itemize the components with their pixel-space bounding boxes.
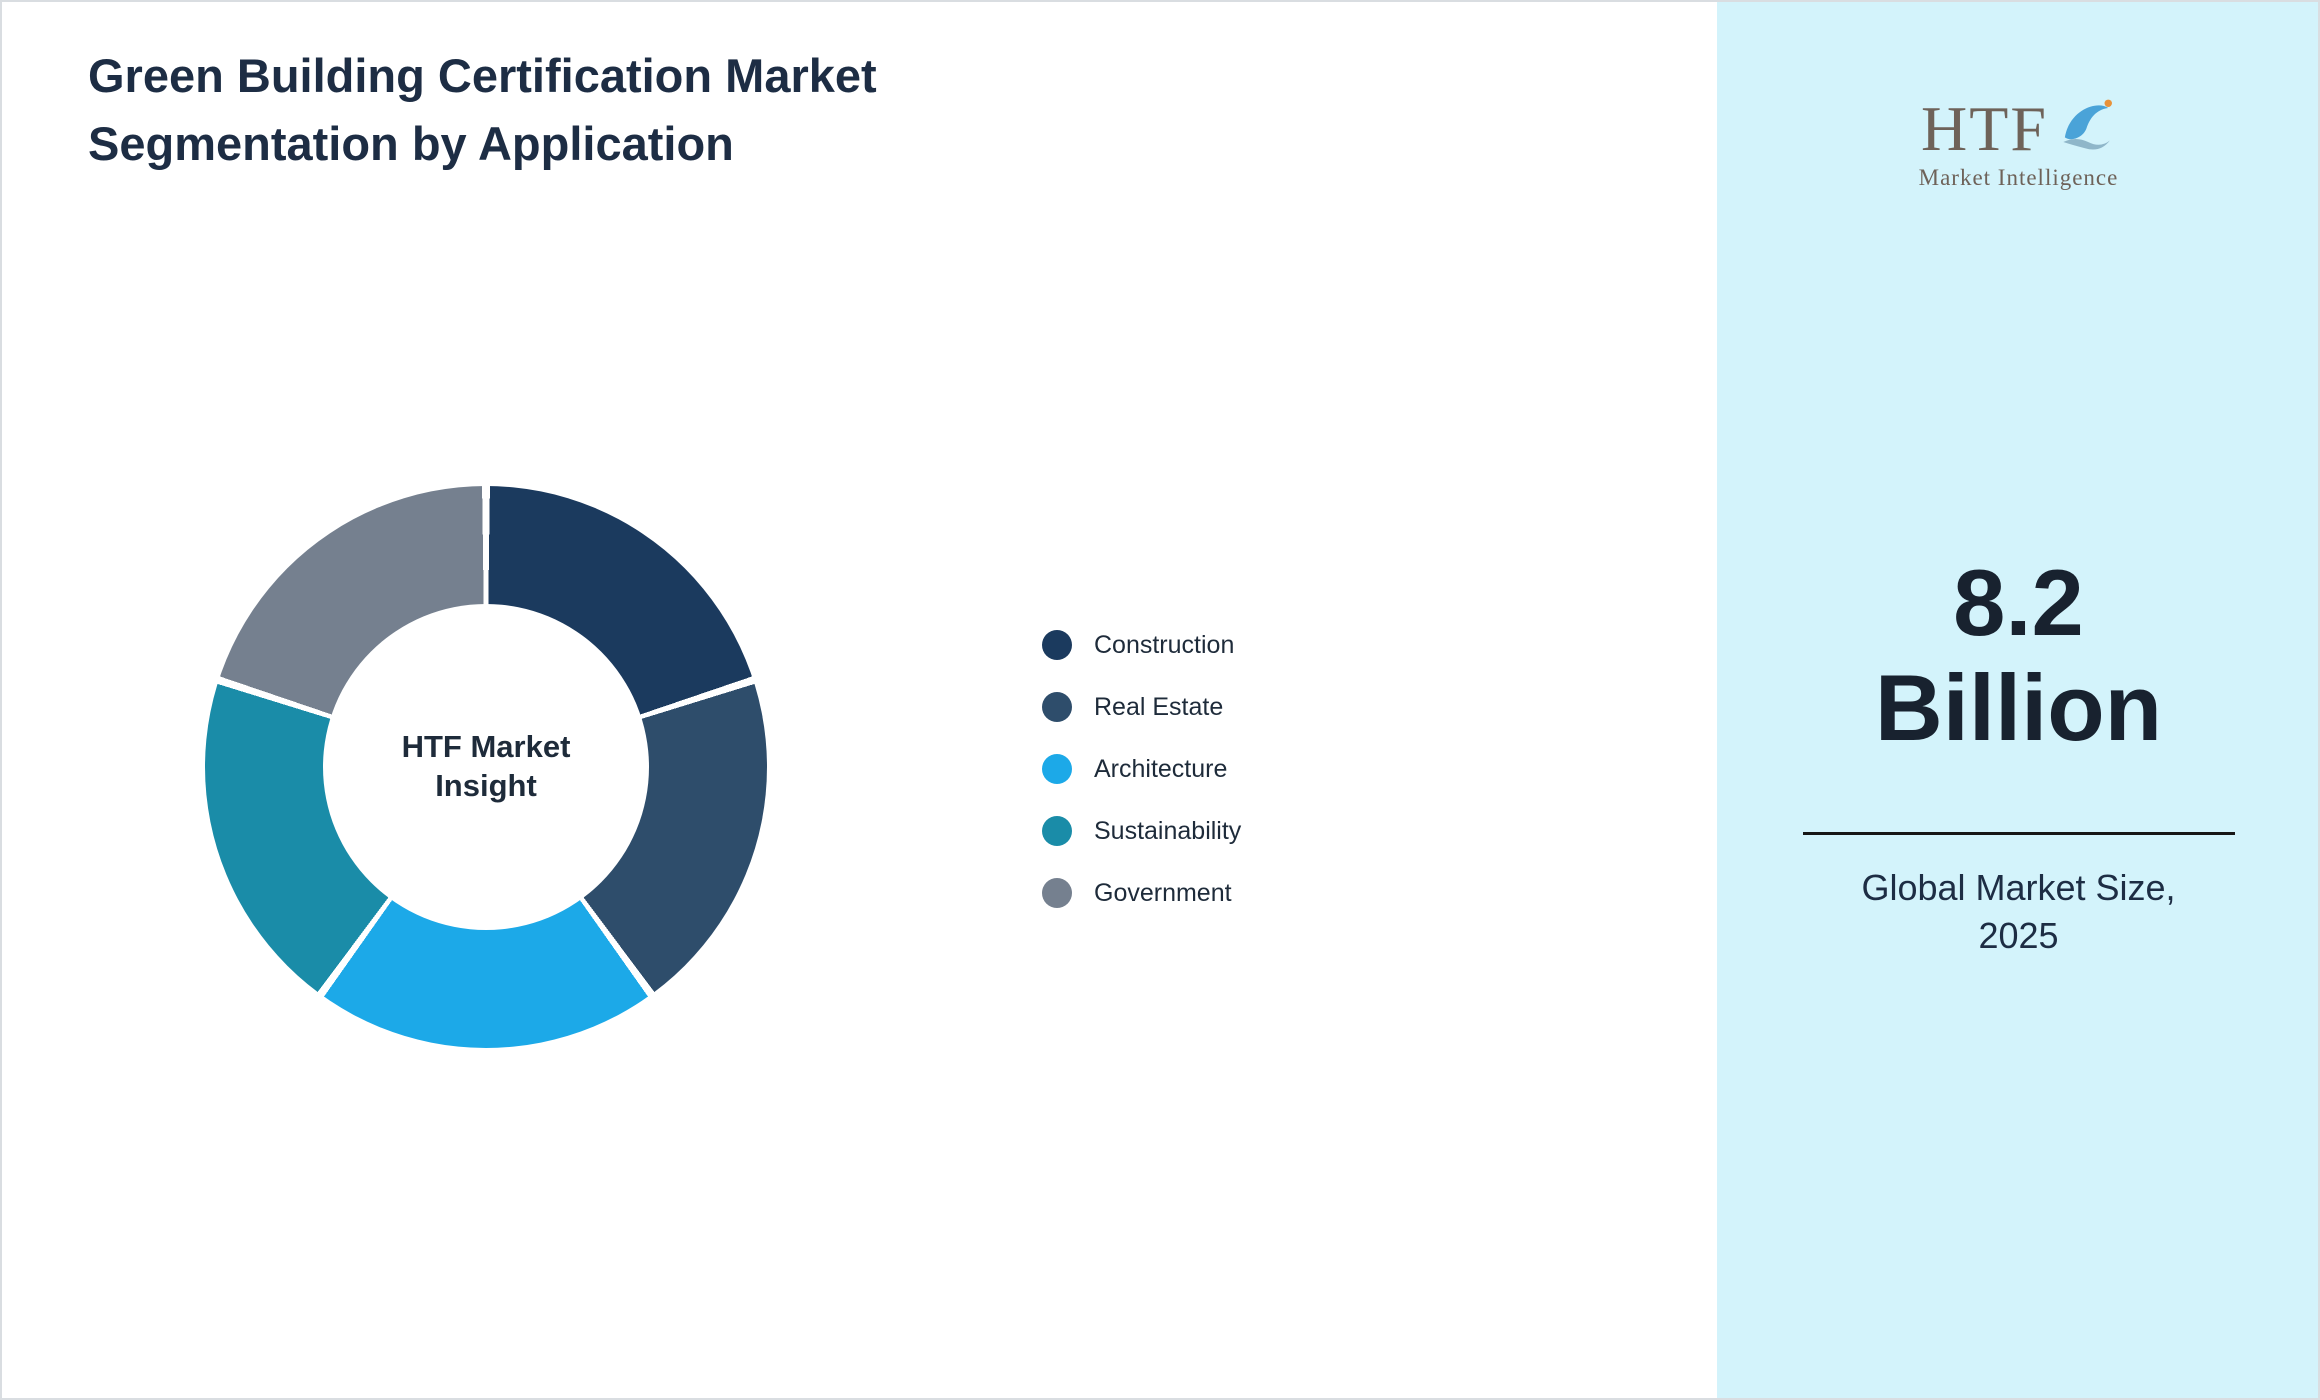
legend-dot xyxy=(1042,878,1072,908)
legend-label: Government xyxy=(1094,878,1232,907)
market-size-value: 8.2 Billion xyxy=(1717,550,2318,761)
legend-item: Construction xyxy=(1042,630,1241,660)
stat-divider xyxy=(1802,832,2235,835)
page-title: Green Building Certification Market Segm… xyxy=(88,49,877,171)
market-size-label-line1: Global Market Size, xyxy=(1861,867,2176,908)
donut-center-label: HTF Market Insight xyxy=(401,729,571,803)
legend-label: Construction xyxy=(1094,630,1235,659)
legend-item: Real Estate xyxy=(1042,692,1241,722)
donut-chart: HTF Market Insight xyxy=(205,486,767,1048)
legend-dot xyxy=(1042,754,1072,784)
market-size-label-line2: 2025 xyxy=(1978,915,2059,956)
legend-dot xyxy=(1042,630,1072,660)
brand-logo: HTF Market Intelligence xyxy=(1717,93,2318,191)
donut-hole: HTF Market Insight xyxy=(323,604,649,930)
sidebar: HTF Market Intelligence 8.2 Billion Glob… xyxy=(1717,2,2318,1398)
legend-item: Sustainability xyxy=(1042,816,1241,846)
legend-dot xyxy=(1042,692,1072,722)
legend-label: Sustainability xyxy=(1094,816,1242,845)
legend-dot xyxy=(1042,816,1072,846)
market-size-value-line2: Billion xyxy=(1874,655,2163,761)
market-size-label: Global Market Size, 2025 xyxy=(1717,864,2318,960)
chart-legend: Construction Real Estate Architecture Susta… xyxy=(1042,630,1241,940)
legend-item: Architecture xyxy=(1042,754,1241,784)
logo-subtext: Market Intelligence xyxy=(1918,165,2119,190)
market-size-value-line1: 8.2 xyxy=(1953,550,2084,655)
dolphin-splash-icon xyxy=(2054,94,2116,161)
legend-item: Government xyxy=(1042,878,1241,908)
logo-text: HTF xyxy=(1921,93,2048,164)
legend-label: Architecture xyxy=(1094,754,1228,783)
legend-label: Real Estate xyxy=(1094,692,1224,721)
